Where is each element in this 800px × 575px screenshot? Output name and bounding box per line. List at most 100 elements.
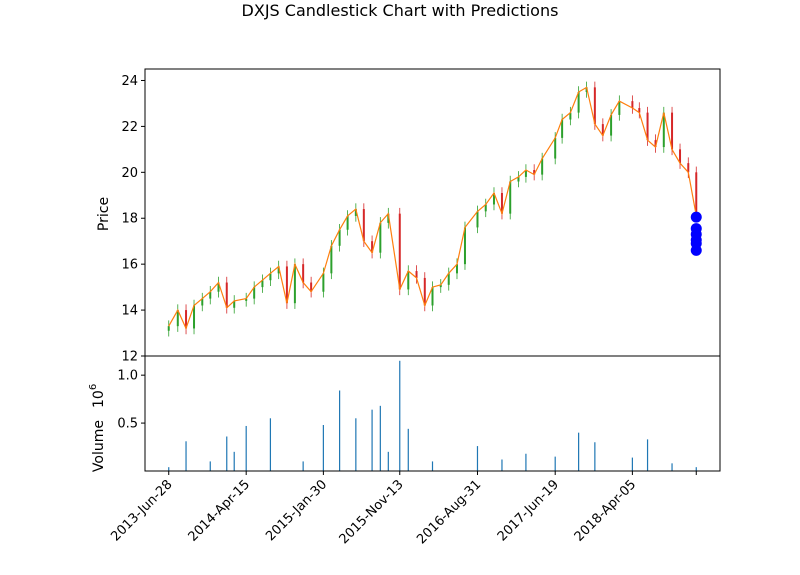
volume-bar bbox=[631, 457, 633, 471]
volume-bar bbox=[554, 456, 556, 471]
candle-body bbox=[601, 124, 604, 136]
price-panel: 12 14 16 18 20 22 24 Price bbox=[96, 68, 721, 365]
candle-body bbox=[610, 114, 613, 136]
volume-bar bbox=[399, 360, 401, 471]
candle-body bbox=[484, 204, 487, 212]
volume-offset-label: 106 bbox=[88, 384, 107, 408]
candle-body bbox=[277, 266, 280, 274]
volume-bar bbox=[407, 428, 409, 471]
volume-bar bbox=[322, 425, 324, 471]
volume-y-tick-label: 1.0 bbox=[117, 369, 138, 384]
volume-bar bbox=[371, 409, 373, 471]
volume-bar bbox=[209, 461, 211, 471]
candle-body bbox=[439, 284, 442, 288]
volume-bar bbox=[379, 405, 381, 471]
candle-body bbox=[269, 273, 272, 281]
volume-offset-exponent: 6 bbox=[88, 384, 99, 390]
volume-bar bbox=[245, 425, 247, 471]
candle-body bbox=[687, 163, 690, 173]
volume-bar bbox=[233, 451, 235, 471]
candle-body bbox=[398, 213, 401, 290]
candle-body bbox=[455, 264, 458, 274]
volume-bar bbox=[168, 467, 170, 471]
candle-body bbox=[618, 101, 621, 115]
candle-body bbox=[176, 310, 179, 327]
candle-body bbox=[638, 108, 641, 113]
candle-body bbox=[593, 87, 596, 125]
price-y-tick-label: 16 bbox=[121, 258, 138, 273]
candle-body bbox=[225, 282, 228, 308]
volume-plot-frame bbox=[144, 355, 721, 472]
candle-body bbox=[201, 298, 204, 306]
price-y-tick-label: 12 bbox=[121, 350, 138, 365]
prediction-markers bbox=[690, 211, 702, 256]
candle-body bbox=[423, 277, 426, 306]
candle-body bbox=[569, 112, 572, 120]
price-y-tick-label: 24 bbox=[121, 74, 138, 89]
candle-body bbox=[302, 264, 305, 283]
candle-body bbox=[354, 209, 357, 216]
price-y-tick-label: 14 bbox=[121, 304, 138, 319]
candle-body bbox=[577, 91, 580, 113]
candle-body bbox=[185, 310, 188, 329]
candle-body bbox=[338, 229, 341, 246]
candle-body bbox=[217, 282, 220, 292]
volume-bar bbox=[387, 451, 389, 471]
volume-panel: 0.5 1.0 Volume 106 bbox=[88, 355, 721, 472]
candle-body bbox=[387, 213, 390, 223]
candle-body bbox=[415, 271, 418, 278]
price-y-ticks: 12 14 16 18 20 22 24 bbox=[121, 74, 145, 365]
volume-offset-base: 10 bbox=[91, 390, 107, 408]
candle-body bbox=[631, 101, 634, 109]
candle-body bbox=[261, 280, 264, 288]
candle-body bbox=[253, 287, 256, 299]
candle-body bbox=[233, 300, 236, 308]
candle-body bbox=[431, 287, 434, 306]
candle-body bbox=[322, 273, 325, 292]
candle-body bbox=[509, 181, 512, 214]
candle-body bbox=[561, 119, 564, 138]
candle-body bbox=[330, 245, 333, 274]
candle-body bbox=[379, 222, 382, 253]
volume-bar bbox=[226, 436, 228, 471]
candle-body bbox=[193, 305, 196, 329]
candle-body bbox=[671, 112, 674, 150]
candle-body bbox=[371, 241, 374, 253]
candle-body bbox=[476, 211, 479, 228]
candle-body bbox=[492, 192, 495, 205]
candle-body bbox=[407, 271, 410, 290]
candle-body bbox=[654, 140, 657, 148]
candle-body bbox=[679, 149, 682, 164]
candle-body bbox=[310, 282, 313, 292]
volume-bar bbox=[695, 467, 697, 471]
volume-bar bbox=[671, 463, 673, 471]
candle-body bbox=[554, 137, 557, 159]
prediction-point bbox=[690, 211, 702, 223]
volume-bar bbox=[185, 441, 187, 471]
volume-y-axis-label: Volume bbox=[91, 420, 107, 472]
price-y-axis-label: Price bbox=[96, 197, 112, 231]
volume-bar bbox=[302, 461, 304, 471]
volume-bar bbox=[339, 390, 341, 471]
volume-bar bbox=[355, 418, 357, 471]
price-y-tick-label: 18 bbox=[121, 212, 138, 227]
volume-y-ticks: 0.5 1.0 bbox=[117, 369, 145, 432]
candle-body bbox=[695, 172, 698, 216]
candle-body bbox=[209, 291, 212, 299]
candle-body bbox=[167, 326, 170, 331]
candle-body bbox=[362, 209, 365, 242]
candle-body bbox=[662, 112, 665, 148]
candle-body bbox=[245, 298, 248, 301]
volume-y-axis-label-group: Volume 106 bbox=[88, 384, 107, 472]
volume-bar bbox=[594, 442, 596, 471]
candle-body bbox=[646, 112, 649, 141]
volume-bar bbox=[269, 418, 272, 471]
volume-bar bbox=[501, 459, 503, 471]
volume-bars bbox=[168, 360, 697, 471]
volume-bar bbox=[525, 453, 527, 471]
price-candles bbox=[167, 81, 698, 337]
candle-body bbox=[447, 273, 450, 285]
price-close-line bbox=[168, 86, 697, 331]
candle-body bbox=[541, 158, 544, 175]
